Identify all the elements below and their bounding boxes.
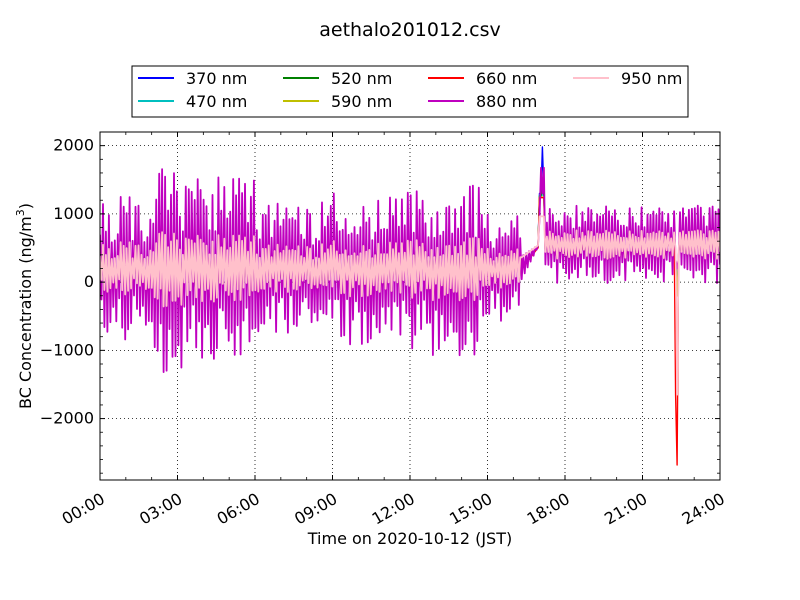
chart-title: aethalo201012.csv [319,19,501,41]
x-tick-label: 03:00 [136,489,185,529]
y-tick-label: 2000 [53,136,94,155]
x-axis-label: Time on 2020-10-12 (JST) [307,529,512,548]
legend-label: 590 nm [331,92,392,111]
legend-box [131,65,689,118]
y-tick-label: −1000 [40,340,94,359]
x-tick-label: 21:00 [601,489,650,529]
grid-lines [100,132,720,480]
y-tick-label: −2000 [40,409,94,428]
y-tick-label: 0 [84,272,94,291]
x-tick-label: 00:00 [59,489,108,529]
x-tick-label: 15:00 [446,489,495,529]
legend-label: 470 nm [186,92,247,111]
x-tick-label: 24:00 [679,489,728,529]
y-axis: −2000 −1000 0 1000 2000 [40,131,720,474]
legend-label: 660 nm [476,69,537,88]
x-tick-label: 09:00 [291,489,340,529]
y-tick-label: 1000 [53,204,94,223]
x-tick-label: 06:00 [214,489,263,529]
x-tick-label: 12:00 [369,489,418,529]
x-tick-label: 18:00 [524,489,573,529]
legend-label: 520 nm [331,69,392,88]
legend-label: 370 nm [186,69,247,88]
legend-label: 950 nm [621,69,682,88]
y-axis-label-tail: ) [16,203,35,209]
legend-label: 880 nm [476,92,537,111]
series-layer [100,146,720,466]
y-axis-label: BC Concentration (ng/m3) [14,203,35,409]
legend: 370 nm 470 nm 520 nm 590 nm 660 nm 880 nm 950 … [131,65,689,118]
y-axis-label-main: BC Concentration (ng/m [16,216,35,409]
series-line-950-nm [100,215,720,396]
y-axis-label-superscript: 3 [14,209,27,216]
